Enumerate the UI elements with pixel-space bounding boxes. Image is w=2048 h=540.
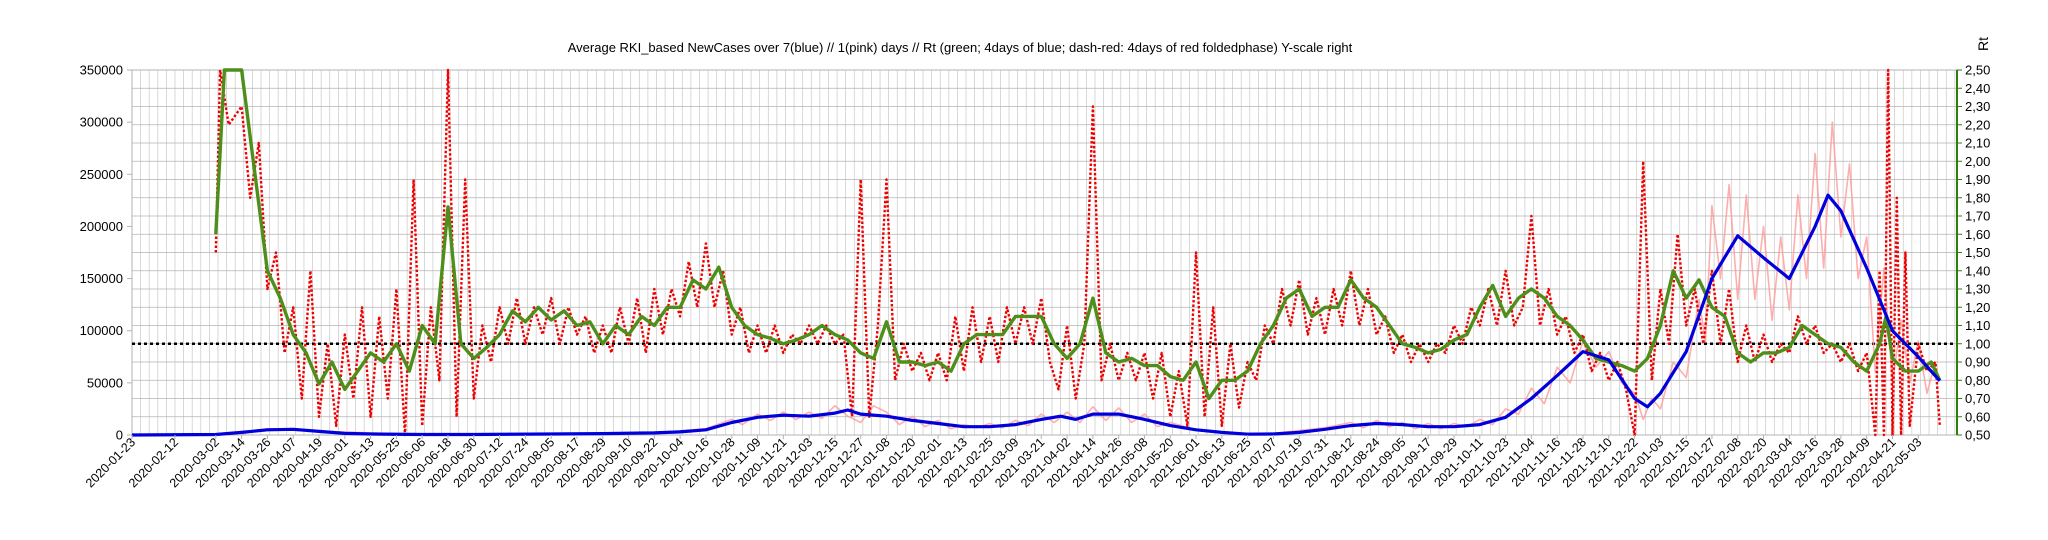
- plot-area: [131, 68, 1957, 437]
- right-tick-label: 1,60: [1965, 227, 1990, 242]
- left-tick-label: 100000: [80, 323, 123, 338]
- right-tick-label: 1,40: [1965, 263, 1990, 278]
- right-tick-label: 1,20: [1965, 300, 1990, 315]
- right-tick-label: 1,50: [1965, 245, 1990, 260]
- left-tick-label: 300000: [80, 115, 123, 130]
- left-tick-label: 50000: [87, 375, 123, 390]
- left-tick-label: 150000: [80, 271, 123, 286]
- left-tick-label: 200000: [80, 219, 123, 234]
- right-tick-label: 1,00: [1965, 336, 1990, 351]
- right-tick-label: 0,50: [1965, 428, 1990, 443]
- left-tick-label: 0: [116, 428, 123, 443]
- right-tick-label: 1,10: [1965, 318, 1990, 333]
- x-axis: 2020-01-232020-02-122020-03-022020-03-14…: [83, 435, 1924, 490]
- right-tick-label: 0,60: [1965, 409, 1990, 424]
- right-tick-label: 1,90: [1965, 172, 1990, 187]
- right-tick-label: 1,30: [1965, 282, 1990, 297]
- right-tick-label: 0,90: [1965, 355, 1990, 370]
- green-series-line: [214, 68, 1942, 401]
- right-tick-label: 2,30: [1965, 99, 1990, 114]
- right-tick-label: 2,20: [1965, 117, 1990, 132]
- right-tick-label: 0,80: [1965, 373, 1990, 388]
- right-tick-label: 1,70: [1965, 209, 1990, 224]
- left-tick-label: 350000: [80, 63, 123, 78]
- right-tick-label: 2,10: [1965, 136, 1990, 151]
- chart-title: Average RKI_based NewCases over 7(blue) …: [568, 40, 1353, 55]
- right-tick-label: 2,50: [1965, 63, 1990, 78]
- left-tick-label: 250000: [80, 167, 123, 182]
- right-tick-label: 2,40: [1965, 81, 1990, 96]
- left-y-axis: 0 50000 100000 150000 200000 250000 300000 3500…: [80, 63, 132, 443]
- right-axis-label: Rt: [1975, 37, 1991, 51]
- right-tick-label: 2,00: [1965, 154, 1990, 169]
- blue-series-line: [131, 193, 1941, 437]
- red-dotted-series-line: [214, 68, 1941, 437]
- right-tick-label: 1,80: [1965, 190, 1990, 205]
- right-tick-label: 0,70: [1965, 391, 1990, 406]
- right-y-axis: 0,50 0,60 0,70 0,80 0,90 1,00 1,10 1,20 1,30 1,40…: [1956, 63, 1990, 443]
